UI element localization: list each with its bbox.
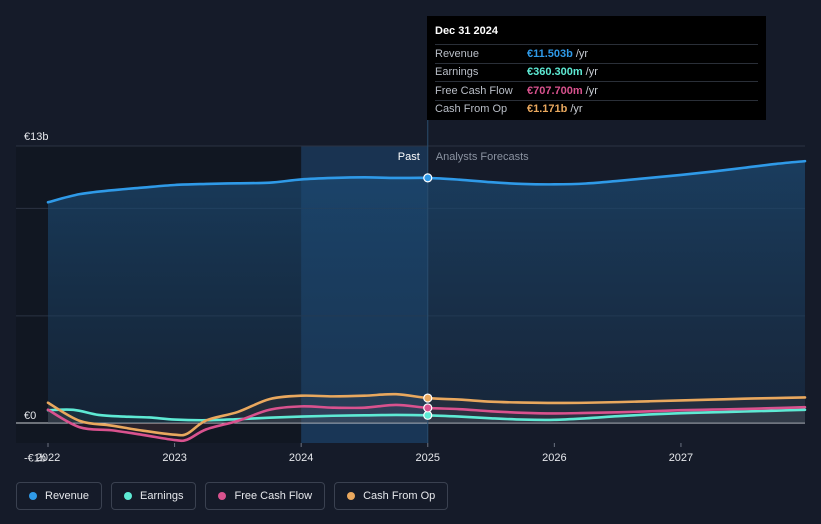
y-tick-label: €0	[24, 410, 36, 422]
legend-item-earnings[interactable]: Earnings	[111, 482, 197, 510]
tooltip: Dec 31 2024 Revenue €11.503b /yr Earning…	[427, 16, 766, 120]
free-cash-flow-marker	[423, 403, 433, 413]
forecast-label: Analysts Forecasts	[436, 151, 529, 163]
legend-label: Earnings	[140, 490, 184, 502]
x-tick-label: 2023	[162, 452, 186, 464]
tooltip-label: Cash From Op	[435, 103, 508, 116]
tooltip-value: €360.300m	[527, 66, 583, 79]
tooltip-label: Earnings	[435, 66, 479, 79]
x-tick-label: 2025	[416, 452, 440, 464]
legend-dot-icon	[218, 492, 227, 500]
legend: Revenue Earnings Free Cash Flow Cash Fro…	[16, 482, 449, 510]
revenue-marker	[423, 173, 433, 183]
legend-dot-icon	[124, 492, 133, 500]
tooltip-row-free-cash-flow: Free Cash Flow €707.700m /yr	[435, 81, 758, 100]
tooltip-unit: /yr	[575, 47, 589, 60]
markers	[423, 173, 433, 420]
x-tick-label: 2024	[289, 452, 313, 464]
free-cash-flow-area	[48, 404, 805, 441]
tooltip-row-cash-from-op: Cash From Op €1.171b /yr	[435, 99, 758, 119]
tooltip-row-earnings: Earnings €360.300m /yr	[435, 62, 758, 82]
tooltip-label: Free Cash Flow	[435, 84, 513, 97]
earnings-marker	[423, 410, 433, 420]
tooltip-value: €1.171b	[527, 103, 568, 116]
tooltip-date: Dec 31 2024	[435, 25, 498, 37]
tooltip-unit: /yr	[585, 66, 598, 79]
legend-item-cash-from-op[interactable]: Cash From Op	[334, 482, 449, 510]
legend-item-free-cash-flow[interactable]: Free Cash Flow	[205, 482, 326, 510]
legend-label: Revenue	[45, 490, 90, 502]
cash-from-op-marker	[423, 393, 433, 403]
cash-from-op-line	[46, 392, 807, 437]
legend-label: Cash From Op	[363, 490, 436, 502]
y-tick-label: -€1b	[24, 452, 46, 464]
tooltip-unit: /yr	[585, 84, 598, 97]
y-axis: €13b €0 -€1b	[24, 131, 48, 464]
tooltip-value: €11.503b	[527, 47, 573, 60]
x-axis: 2022 2023 2024 2025 2026 2027	[36, 443, 693, 464]
y-tick-label: €13b	[24, 131, 48, 143]
legend-dot-icon	[29, 492, 37, 500]
free-cash-flow-line	[46, 403, 807, 443]
tooltip-row-revenue: Revenue €11.503b /yr	[435, 44, 758, 63]
revenue-area	[48, 161, 805, 423]
tooltip-label: Revenue	[435, 47, 480, 60]
x-tick-label: 2027	[669, 452, 693, 464]
x-tick-label: 2026	[542, 452, 566, 464]
tooltip-value: €707.700m	[527, 84, 583, 97]
legend-item-revenue[interactable]: Revenue	[16, 482, 103, 510]
past-label: Past	[398, 151, 420, 163]
x-tick-label: 2022	[36, 452, 60, 464]
legend-label: Free Cash Flow	[234, 490, 313, 502]
earnings-line	[46, 408, 807, 422]
tooltip-unit: /yr	[570, 103, 583, 116]
legend-dot-icon	[347, 492, 356, 500]
